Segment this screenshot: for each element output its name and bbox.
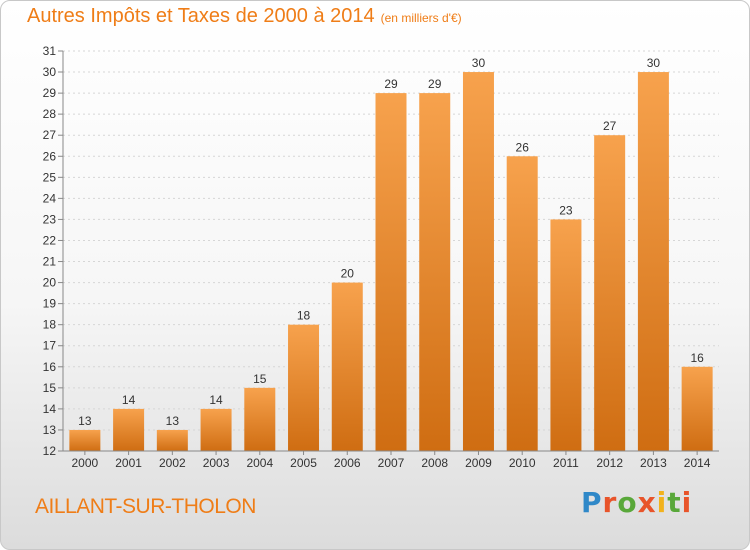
- bar-2009: [462, 72, 494, 451]
- chart-title: Autres Impôts et Taxes de 2000 à 2014: [27, 5, 375, 27]
- bar-2005: [288, 324, 320, 451]
- value-label-2009: 30: [472, 56, 486, 70]
- y-tick-label: 27: [43, 128, 57, 142]
- value-label-2011: 23: [559, 203, 573, 217]
- logo-letter: o: [617, 486, 638, 519]
- chart-title-block: Autres Impôts et Taxes de 2000 à 2014 (en…: [27, 5, 462, 28]
- y-tick-label: 30: [43, 65, 57, 79]
- town-name: AILLANT-SUR-THOLON: [35, 495, 256, 518]
- value-label-2014: 16: [690, 351, 704, 365]
- logo-letter: t: [667, 486, 682, 519]
- y-tick-label: 22: [43, 233, 57, 247]
- y-tick-label: 20: [43, 276, 57, 290]
- bar-2011: [550, 219, 582, 451]
- logo-letter: i: [656, 486, 668, 519]
- x-tick-label-2003: 2003: [203, 456, 230, 470]
- x-tick-label-2007: 2007: [378, 456, 405, 470]
- value-label-2008: 29: [428, 77, 442, 91]
- proxiti-logo[interactable]: Proxiti: [581, 486, 692, 519]
- value-label-2001: 14: [122, 393, 136, 407]
- bar-2013: [637, 72, 669, 451]
- y-tick-label: 23: [43, 212, 57, 226]
- value-label-2007: 29: [384, 77, 398, 91]
- value-label-2010: 26: [516, 140, 530, 154]
- x-tick-label-2002: 2002: [159, 456, 186, 470]
- y-tick-label: 26: [43, 149, 57, 163]
- x-tick-label-2011: 2011: [553, 456, 579, 470]
- y-tick-label: 31: [43, 44, 57, 58]
- x-tick-label-2000: 2000: [72, 456, 99, 470]
- value-label-2002: 13: [166, 414, 180, 428]
- value-label-2005: 18: [297, 309, 311, 323]
- y-tick-label: 28: [43, 107, 57, 121]
- x-tick-label-2013: 2013: [640, 456, 667, 470]
- bar-2014: [681, 366, 713, 451]
- x-tick-label-2008: 2008: [421, 456, 448, 470]
- x-tick-label-2004: 2004: [246, 456, 273, 470]
- y-tick-label: 18: [43, 318, 57, 332]
- bar-2007: [375, 93, 407, 452]
- y-tick-label: 14: [43, 402, 57, 416]
- logo-letter: P: [581, 486, 603, 519]
- bars: 13 14 13 14 15 18 20 29 29 30 26 23 27 30 16: [69, 56, 713, 452]
- y-axis: 12 13 14 15 16 17 18 19 20 21 22 23 24 25 26 27 28 29 30 31: [43, 44, 64, 458]
- y-tick-label: 24: [43, 191, 57, 205]
- y-tick-label: 29: [43, 86, 57, 100]
- logo-letter: x: [637, 486, 657, 519]
- bar-2010: [506, 156, 538, 451]
- bar-2006: [331, 282, 363, 451]
- y-tick-label: 21: [43, 255, 57, 269]
- x-tick-label-2012: 2012: [596, 456, 623, 470]
- bar-2008: [419, 93, 451, 452]
- x-axis: 2000 2001 2002 2003 2004 2005 2006 2007 2008 2009…: [63, 450, 719, 470]
- x-tick-label-2010: 2010: [509, 456, 536, 470]
- bar-2002: [156, 429, 188, 451]
- x-tick-label-2014: 2014: [684, 456, 711, 470]
- value-label-2004: 15: [253, 372, 267, 386]
- bar-2012: [594, 135, 626, 452]
- y-tick-label: 15: [43, 381, 57, 395]
- x-tick-label-2001: 2001: [115, 456, 142, 470]
- y-tick-label: 19: [43, 297, 57, 311]
- logo-letter: r: [602, 486, 618, 519]
- value-label-2003: 14: [209, 393, 223, 407]
- logo-letter: i: [681, 486, 693, 519]
- x-tick-label-2009: 2009: [465, 456, 492, 470]
- bar-2004: [244, 387, 276, 451]
- value-label-2013: 30: [647, 56, 661, 70]
- y-tick-label: 16: [43, 360, 57, 374]
- bar-2000: [69, 429, 101, 451]
- value-label-2000: 13: [78, 414, 92, 428]
- x-tick-label-2005: 2005: [290, 456, 317, 470]
- y-tick-label: 13: [43, 423, 57, 437]
- chart-unit-label: (en milliers d'€): [380, 11, 462, 25]
- bar-2001: [113, 408, 145, 451]
- bar-2003: [200, 408, 232, 451]
- y-tick-label: 17: [43, 339, 57, 353]
- y-tick-label: 12: [43, 444, 57, 458]
- y-tick-label: 25: [43, 170, 57, 184]
- x-tick-label-2006: 2006: [334, 456, 361, 470]
- value-label-2006: 20: [341, 267, 355, 281]
- value-label-2012: 27: [603, 119, 617, 133]
